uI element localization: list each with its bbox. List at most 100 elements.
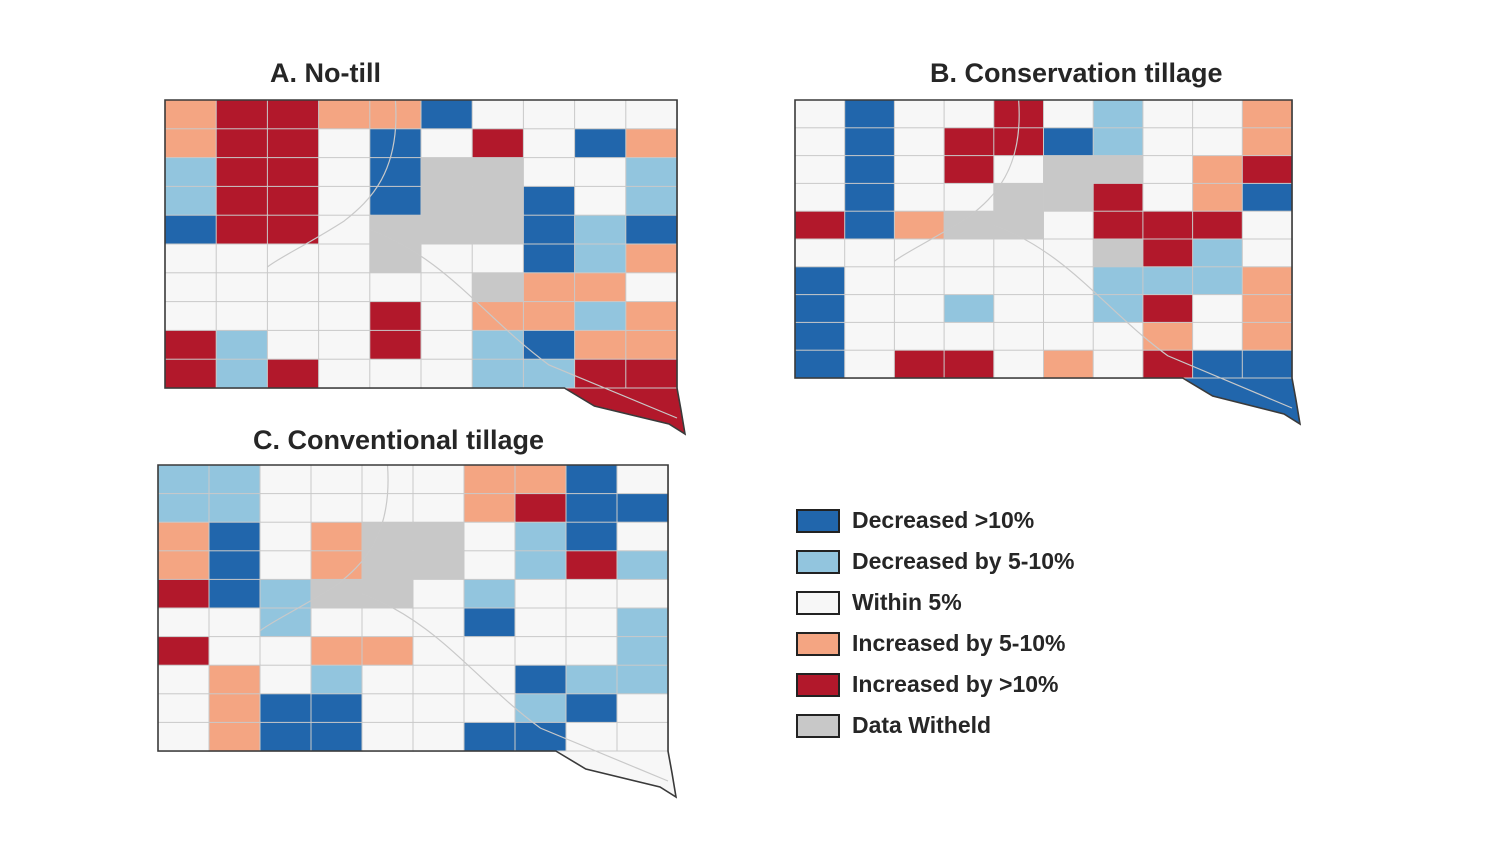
county-cell bbox=[1192, 210, 1244, 240]
county-cell bbox=[522, 128, 576, 159]
county-cell bbox=[794, 294, 846, 324]
county-cell bbox=[616, 578, 669, 609]
county-cell bbox=[1241, 182, 1293, 213]
county-cell bbox=[1043, 266, 1095, 296]
county-cell bbox=[157, 493, 210, 524]
county-cell bbox=[993, 238, 1045, 268]
legend-label: Decreased >10% bbox=[852, 507, 1035, 533]
county-cell bbox=[215, 99, 269, 130]
county-cell bbox=[1142, 349, 1194, 379]
county-cell bbox=[420, 99, 474, 130]
county-cell bbox=[625, 329, 678, 361]
county-cell bbox=[259, 664, 312, 695]
county-cell bbox=[625, 128, 678, 159]
county-cell bbox=[1043, 294, 1095, 324]
map-conventional-tillage bbox=[157, 464, 678, 799]
legend: Decreased >10% Decreased by 5-10% Within… bbox=[796, 500, 1074, 746]
county-cell bbox=[893, 127, 945, 157]
county-cell bbox=[625, 185, 678, 217]
county-cell bbox=[625, 243, 678, 274]
county-cell bbox=[318, 243, 371, 274]
county-cell bbox=[1192, 266, 1244, 296]
county-cell bbox=[943, 127, 995, 157]
county-cell bbox=[574, 358, 627, 389]
county-cell bbox=[893, 182, 945, 213]
county-cell bbox=[369, 157, 422, 188]
map-conservation-tillage bbox=[794, 99, 1302, 426]
county-cell bbox=[943, 294, 995, 324]
county-cell bbox=[1092, 99, 1144, 129]
county-cell bbox=[522, 243, 576, 274]
county-cell bbox=[259, 636, 312, 667]
county-cell bbox=[574, 243, 627, 274]
county-cell bbox=[794, 266, 846, 296]
county-cell bbox=[844, 99, 896, 129]
county-cell bbox=[844, 210, 896, 240]
county-cell bbox=[318, 99, 371, 130]
county-cell bbox=[369, 329, 422, 361]
county-cell bbox=[1142, 127, 1194, 157]
county-cell bbox=[1192, 127, 1244, 157]
county-cell bbox=[259, 721, 312, 752]
county-cell bbox=[993, 182, 1045, 213]
county-cell bbox=[420, 185, 474, 217]
county-cell bbox=[157, 578, 210, 609]
county-cell bbox=[574, 99, 627, 130]
county-cell bbox=[514, 578, 567, 609]
county-cell bbox=[463, 493, 516, 524]
county-cell bbox=[1192, 155, 1244, 185]
county-cell bbox=[208, 636, 261, 667]
county-cell bbox=[208, 464, 261, 495]
county-cell bbox=[893, 294, 945, 324]
county-cell bbox=[1192, 238, 1244, 268]
county-cell bbox=[1142, 210, 1194, 240]
county-cell bbox=[1192, 294, 1244, 324]
county-cell bbox=[565, 636, 618, 667]
county-cell bbox=[471, 185, 525, 217]
county-cell bbox=[361, 664, 414, 695]
county-cell bbox=[893, 266, 945, 296]
county-cell bbox=[616, 664, 669, 695]
county-cell bbox=[1043, 210, 1095, 240]
county-cell bbox=[369, 214, 422, 245]
county-cell bbox=[310, 578, 363, 609]
southeast-tail bbox=[553, 750, 677, 799]
county-cell bbox=[361, 550, 414, 581]
county-cell bbox=[893, 210, 945, 240]
county-cell bbox=[310, 607, 363, 638]
county-cell bbox=[208, 493, 261, 524]
county-cell bbox=[1092, 182, 1144, 213]
county-cell bbox=[318, 301, 371, 332]
county-cell bbox=[412, 607, 465, 638]
county-cell bbox=[565, 721, 618, 752]
southeast-tail bbox=[562, 387, 686, 436]
county-cell bbox=[574, 185, 627, 217]
county-cell bbox=[1043, 321, 1095, 352]
county-cell bbox=[259, 578, 312, 609]
legend-swatch bbox=[796, 713, 840, 738]
county-cell bbox=[164, 243, 218, 274]
county-cell bbox=[794, 182, 846, 213]
county-cell bbox=[463, 636, 516, 667]
county-cell bbox=[318, 272, 371, 303]
county-cell bbox=[164, 99, 218, 130]
county-cell bbox=[361, 578, 414, 609]
county-cell bbox=[574, 329, 627, 361]
county-cell bbox=[164, 185, 218, 217]
county-cell bbox=[463, 550, 516, 581]
county-cell bbox=[420, 301, 474, 332]
state-outline bbox=[157, 464, 678, 799]
county-cell bbox=[565, 664, 618, 695]
county-cell bbox=[215, 272, 269, 303]
county-cell bbox=[164, 157, 218, 188]
legend-item-increased-5-10: Increased by 5-10% bbox=[796, 623, 1074, 664]
legend-swatch bbox=[796, 672, 840, 697]
county-cell bbox=[412, 493, 465, 524]
county-cell bbox=[1241, 294, 1293, 324]
county-cell bbox=[208, 521, 261, 552]
county-cell bbox=[574, 272, 627, 303]
county-cell bbox=[514, 521, 567, 552]
county-cell bbox=[1192, 182, 1244, 213]
county-cell bbox=[471, 272, 525, 303]
county-cell bbox=[310, 493, 363, 524]
